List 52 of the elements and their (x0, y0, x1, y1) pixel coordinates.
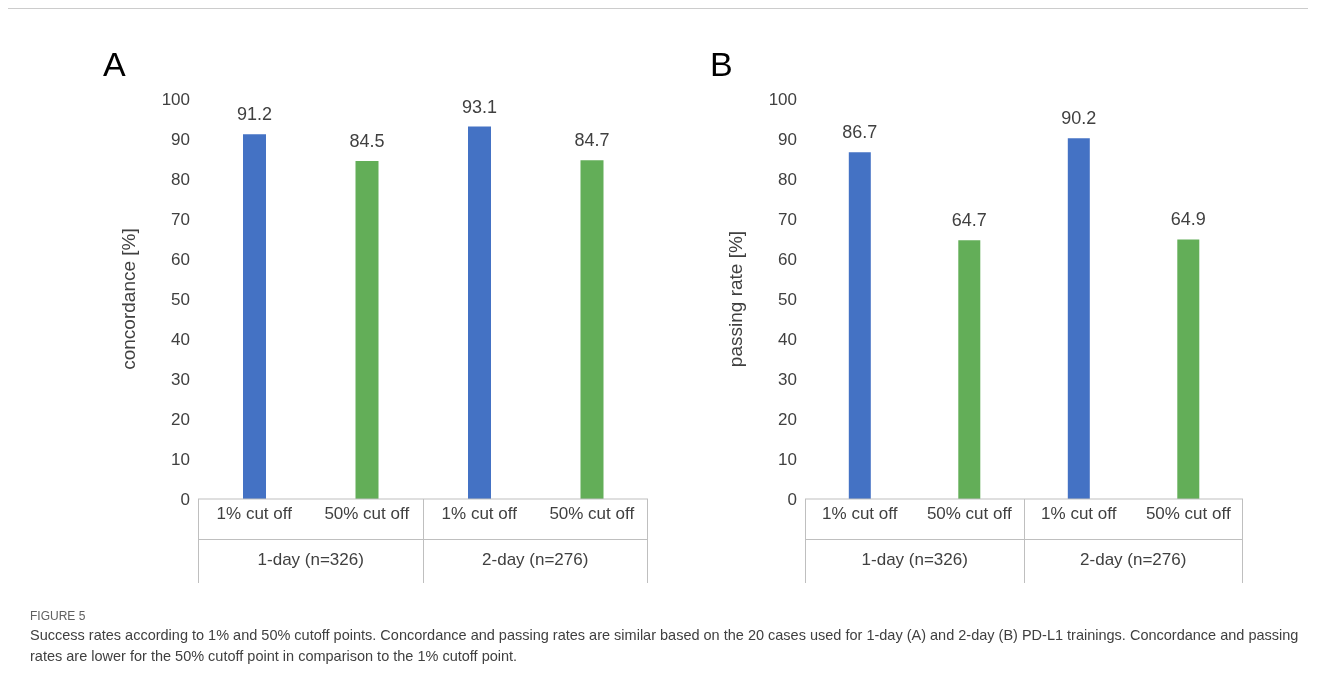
data-label: 90.2 (1061, 108, 1097, 129)
y-tick-label: 80 (778, 170, 797, 190)
y-tick-label: 10 (171, 450, 190, 470)
x-tick-label: 50% cut off (324, 504, 410, 524)
x-tick-label: 50% cut off (549, 504, 635, 524)
y-tick-label: 80 (171, 170, 190, 190)
y-tick-label: 100 (161, 90, 190, 110)
text: 2-day (n=276) (423, 539, 647, 570)
y-tick-label: 100 (768, 90, 797, 110)
data-label: 64.9 (1170, 209, 1206, 230)
bar (1177, 239, 1200, 499)
text: 1-day (n=326) (199, 539, 423, 570)
y-tick-label: 0 (787, 490, 797, 510)
y-tick-label: 10 (778, 450, 797, 470)
y-axis-title: concordance [%] (117, 228, 139, 370)
y-tick-label: 90 (171, 130, 190, 150)
text: 2-day (n=276) (1024, 539, 1242, 570)
caption: FIGURE 5 (30, 609, 87, 623)
data-label: 64.7 (951, 210, 987, 231)
data-label: 86.7 (842, 122, 878, 143)
x-tick-label: 1% cut off (216, 504, 293, 524)
y-tick-label: 60 (778, 250, 797, 270)
x-tick-label: 1% cut off (441, 504, 518, 524)
y-axis-title: passing rate [%] (724, 230, 746, 368)
x-tick-label: 1% cut off (1041, 504, 1117, 524)
x-tick-label: 50% cut off (1145, 504, 1231, 524)
data-label: 93.1 (461, 96, 498, 117)
y-tick-label: 40 (171, 330, 190, 350)
y-tick-label: 0 (180, 490, 190, 510)
y-tick-label: 20 (171, 410, 190, 430)
y-tick-label: 70 (171, 210, 190, 230)
text: 1-day (n=326) (806, 539, 1024, 570)
data-label: 91.2 (236, 104, 273, 125)
bar (848, 152, 871, 499)
bar (958, 240, 981, 499)
y-tick-label: 70 (778, 210, 797, 230)
y-tick-label: 30 (171, 370, 190, 390)
y-tick-label: 50 (171, 290, 190, 310)
y-tick-label: 40 (778, 330, 797, 350)
y-tick-label: 60 (171, 250, 190, 270)
x-tick-label: 50% cut off (926, 504, 1012, 524)
data-label: 84.5 (349, 131, 385, 151)
chart-title: B (710, 45, 733, 84)
y-tick-label: 90 (778, 130, 797, 150)
chart-title: A (103, 45, 126, 84)
y-tick-label: 30 (778, 370, 797, 390)
data-label: 84.7 (574, 130, 610, 151)
x-tick-label: 1% cut off (822, 504, 898, 524)
y-tick-label: 20 (778, 410, 797, 430)
y-tick-label: 50 (778, 290, 797, 310)
text: Success rates according to 1% and 50% cutoff points. Concordance and passing rates are similar based on the 20 cases used for 1-day (A) and 2-day (B) PD-L1 trainings. Concordance and passing rates are lower for the 50% cutoff point in comparison to the 1% cutoff point. (30, 626, 1300, 666)
bar (1067, 138, 1090, 499)
